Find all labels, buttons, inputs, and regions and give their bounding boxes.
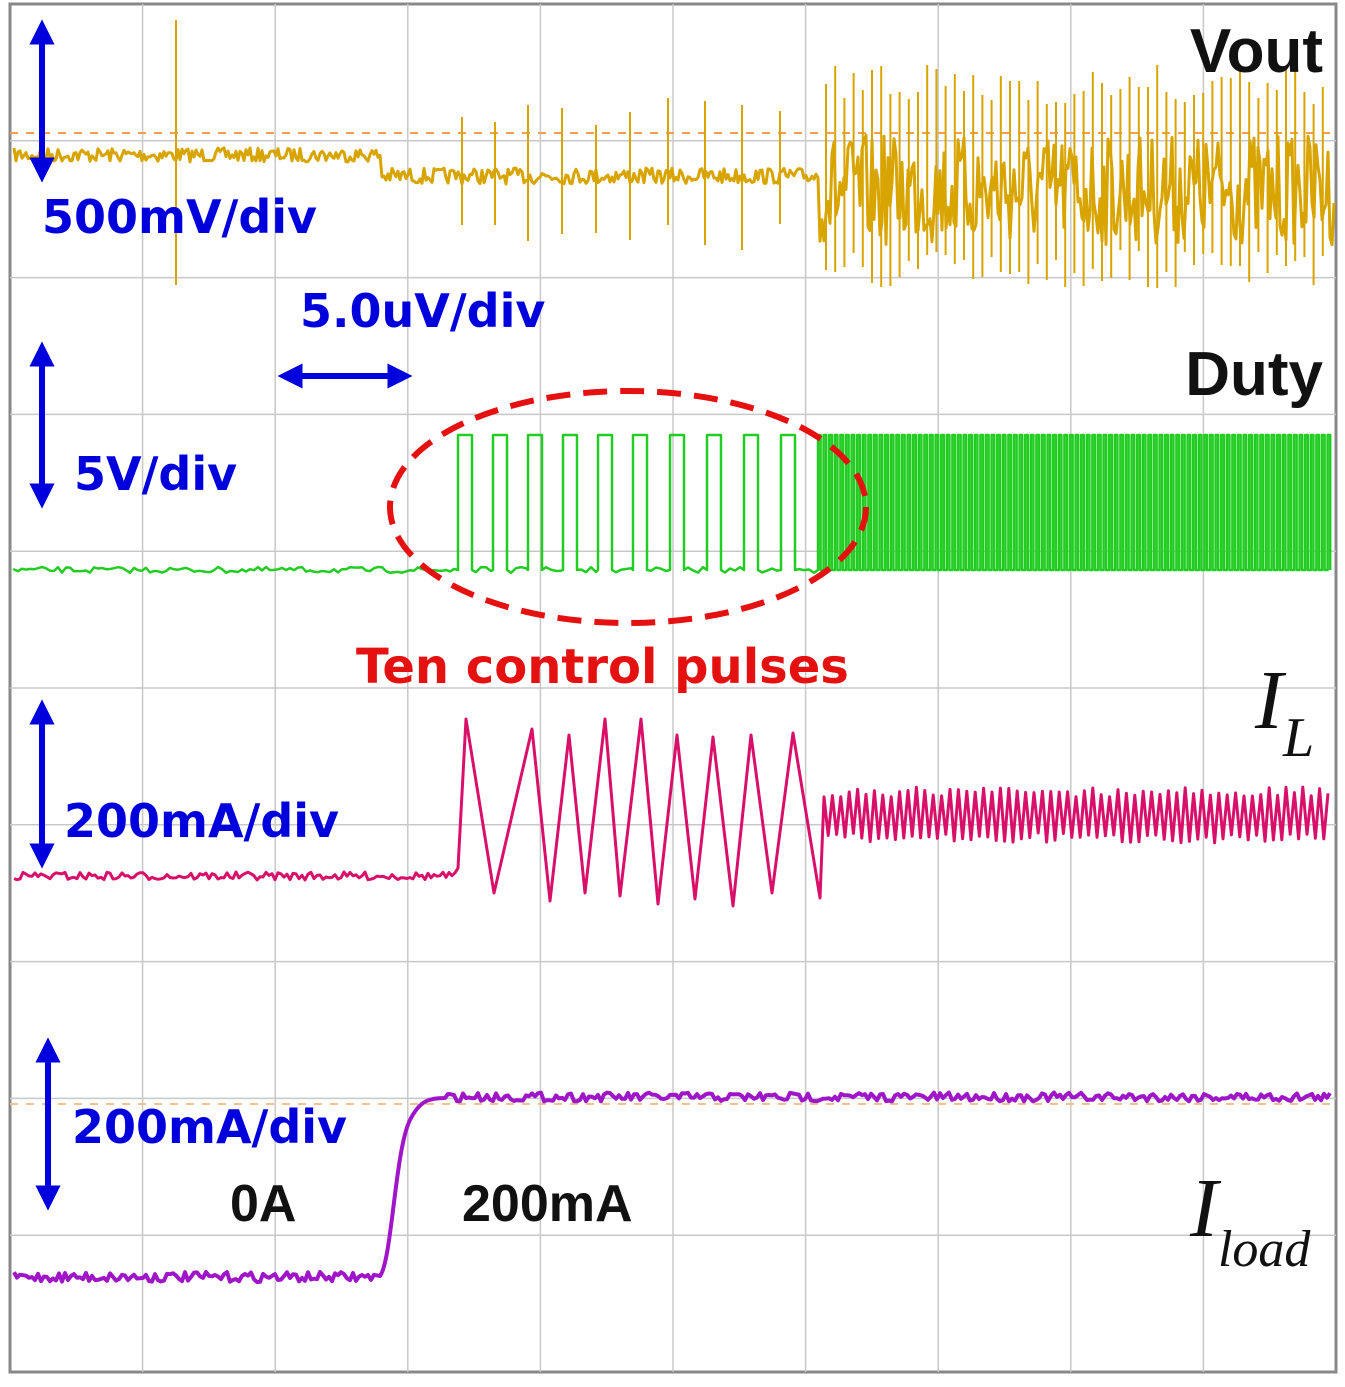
- iload-scale-label: 200mA/div: [72, 1100, 347, 1154]
- iload-after-label: 200mA: [462, 1175, 633, 1233]
- iload-trace: [12, 1090, 1332, 1284]
- duty-scale-label: 5V/div: [74, 447, 237, 501]
- iload-before-label: 0A: [230, 1175, 296, 1233]
- iload-trace-label: Iload: [1189, 1162, 1311, 1278]
- control-pulses-annotation: Ten control pulses: [356, 639, 849, 695]
- il-scale-label: 200mA/div: [64, 794, 339, 848]
- duty-trace: [12, 433, 1332, 575]
- vout-trace-label: Vout: [1190, 17, 1323, 86]
- il-trace-label: IL: [1254, 654, 1314, 769]
- control-pulses-ellipse: [387, 388, 869, 626]
- timebase-label: 5.0uV/div: [300, 284, 545, 338]
- vout-scale-label: 500mV/div: [42, 190, 317, 244]
- vout-trace: [12, 133, 1336, 247]
- duty-trace-label: Duty: [1185, 340, 1323, 409]
- il-trace: [13, 717, 1330, 908]
- trace-group: [12, 20, 1336, 1284]
- vout-spikes: [175, 20, 1324, 288]
